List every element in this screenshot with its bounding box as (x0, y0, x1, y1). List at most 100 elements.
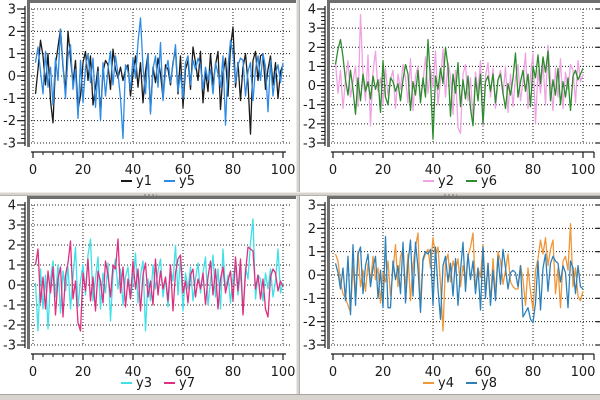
svg-text:3: 3 (308, 22, 316, 37)
x-tick-labels: 0 20 40 60 80 100 (329, 365, 596, 380)
splitter-horizontal[interactable] (0, 192, 600, 196)
svg-text:-1: -1 (303, 98, 316, 113)
svg-text:1: 1 (308, 245, 316, 260)
svg-text:20: 20 (375, 163, 392, 178)
svg-text:0: 0 (29, 365, 37, 380)
grip-dots-icon (143, 194, 157, 196)
svg-text:1: 1 (8, 259, 16, 274)
svg-text:-2: -2 (303, 117, 316, 132)
series-y7-line (34, 238, 284, 332)
legend-swatch-y8 (466, 381, 477, 384)
svg-text:1: 1 (8, 47, 16, 62)
y-tick-labels: 4 3 2 1 0 -1 -2 -3 (303, 3, 316, 152)
chart-canvas-y4-y8: 3 2 1 0 -1 -2 -3 0 20 40 60 80 100 (303, 196, 600, 380)
svg-text:60: 60 (475, 163, 492, 178)
svg-text:3: 3 (308, 199, 316, 214)
svg-text:-2: -2 (3, 319, 16, 334)
svg-text:20: 20 (75, 163, 92, 178)
subplot-top-left: 3 2 1 0 -1 -2 -3 0 20 40 60 80 100 y1 y5 (0, 0, 296, 192)
legend-item-y3: y3 (121, 376, 152, 391)
svg-text:4: 4 (8, 199, 16, 214)
x-axis (331, 353, 595, 360)
svg-text:40: 40 (425, 365, 442, 380)
legend-item-y7: y7 (164, 376, 195, 391)
legend-swatch-y3 (121, 381, 133, 384)
svg-text:60: 60 (475, 365, 492, 380)
legend-swatch-y6 (466, 179, 477, 182)
legend-y3-y7: y3 y7 (20, 376, 296, 392)
svg-text:0: 0 (329, 365, 337, 380)
svg-text:100: 100 (271, 163, 296, 178)
legend-item-y1: y1 (121, 174, 152, 189)
svg-text:40: 40 (125, 163, 142, 178)
splitter-vertical[interactable] (296, 0, 300, 394)
svg-text:0: 0 (8, 70, 16, 85)
right-edge-ticks (596, 204, 600, 346)
legend-label-y7: y7 (179, 376, 195, 391)
svg-text:20: 20 (75, 365, 92, 380)
window-bottom-edge (0, 394, 600, 400)
svg-text:1: 1 (308, 60, 316, 75)
legend-label-y4: y4 (438, 376, 454, 391)
svg-text:2: 2 (8, 239, 16, 254)
legend-item-y4: y4 (423, 376, 454, 391)
svg-text:100: 100 (571, 163, 596, 178)
svg-text:-1: -1 (3, 299, 16, 314)
grip-dots-icon (443, 194, 457, 196)
chart-canvas-y3-y7: 4 3 2 1 0 -1 -2 -3 0 20 40 60 80 100 (3, 196, 296, 380)
svg-text:4: 4 (308, 3, 316, 18)
series-y6-line (334, 38, 584, 140)
legend-item-y6: y6 (466, 174, 497, 189)
x-tick-labels: 0 20 40 60 80 100 (329, 163, 596, 178)
legend-label-y6: y6 (481, 174, 497, 189)
svg-text:-3: -3 (3, 339, 16, 354)
legend-y1-y5: y1 y5 (20, 174, 296, 190)
legend-swatch-y4 (423, 381, 435, 384)
svg-text:-2: -2 (303, 315, 316, 330)
legend-swatch-y5 (164, 179, 175, 182)
right-edge-ticks (596, 8, 600, 144)
chart-canvas-y1-y5: 3 2 1 0 -1 -2 -3 0 20 40 60 80 100 (3, 0, 296, 178)
subplot-bottom-left: 4 3 2 1 0 -1 -2 -3 0 20 40 60 80 100 y3 y7 (0, 196, 296, 394)
subplot-bottom-right: 3 2 1 0 -1 -2 -3 0 20 40 60 80 100 y4 y8 (300, 196, 600, 394)
svg-text:60: 60 (175, 365, 192, 380)
x-axis (331, 151, 595, 158)
svg-text:40: 40 (425, 163, 442, 178)
legend-item-y5: y5 (164, 174, 195, 189)
svg-text:80: 80 (525, 365, 542, 380)
svg-text:3: 3 (8, 219, 16, 234)
legend-y2-y6: y2 y6 (320, 174, 600, 190)
series-y4-line (334, 223, 584, 332)
svg-text:80: 80 (525, 163, 542, 178)
svg-text:2: 2 (8, 25, 16, 40)
svg-text:-3: -3 (3, 137, 16, 152)
svg-text:2: 2 (308, 222, 316, 237)
svg-text:80: 80 (225, 365, 242, 380)
svg-text:60: 60 (175, 163, 192, 178)
series-y2-line (334, 14, 584, 135)
plot-frame (27, 196, 296, 349)
series-y8-line (334, 235, 584, 324)
subplot-top-right: 4 3 2 1 0 -1 -2 -3 0 20 40 60 80 100 y2 y6 (300, 0, 600, 192)
legend-swatch-y1 (121, 179, 133, 182)
svg-text:20: 20 (375, 365, 392, 380)
y-axis (317, 6, 326, 146)
y-tick-labels: 3 2 1 0 -1 -2 -3 (3, 3, 16, 152)
svg-text:-3: -3 (303, 339, 316, 354)
svg-text:40: 40 (125, 365, 142, 380)
svg-text:2: 2 (308, 41, 316, 56)
svg-text:0: 0 (308, 269, 316, 284)
y-axis (317, 202, 326, 348)
svg-text:0: 0 (8, 279, 16, 294)
x-tick-labels: 0 20 40 60 80 100 (29, 365, 296, 380)
svg-text:80: 80 (225, 163, 242, 178)
svg-text:100: 100 (271, 365, 296, 380)
x-axis (31, 353, 286, 360)
x-tick-labels: 0 20 40 60 80 100 (29, 163, 296, 178)
y-axis (17, 202, 26, 348)
legend-label-y2: y2 (438, 174, 454, 189)
legend-item-y2: y2 (423, 174, 454, 189)
legend-swatch-y7 (164, 381, 175, 384)
legend-label-y3: y3 (136, 376, 152, 391)
